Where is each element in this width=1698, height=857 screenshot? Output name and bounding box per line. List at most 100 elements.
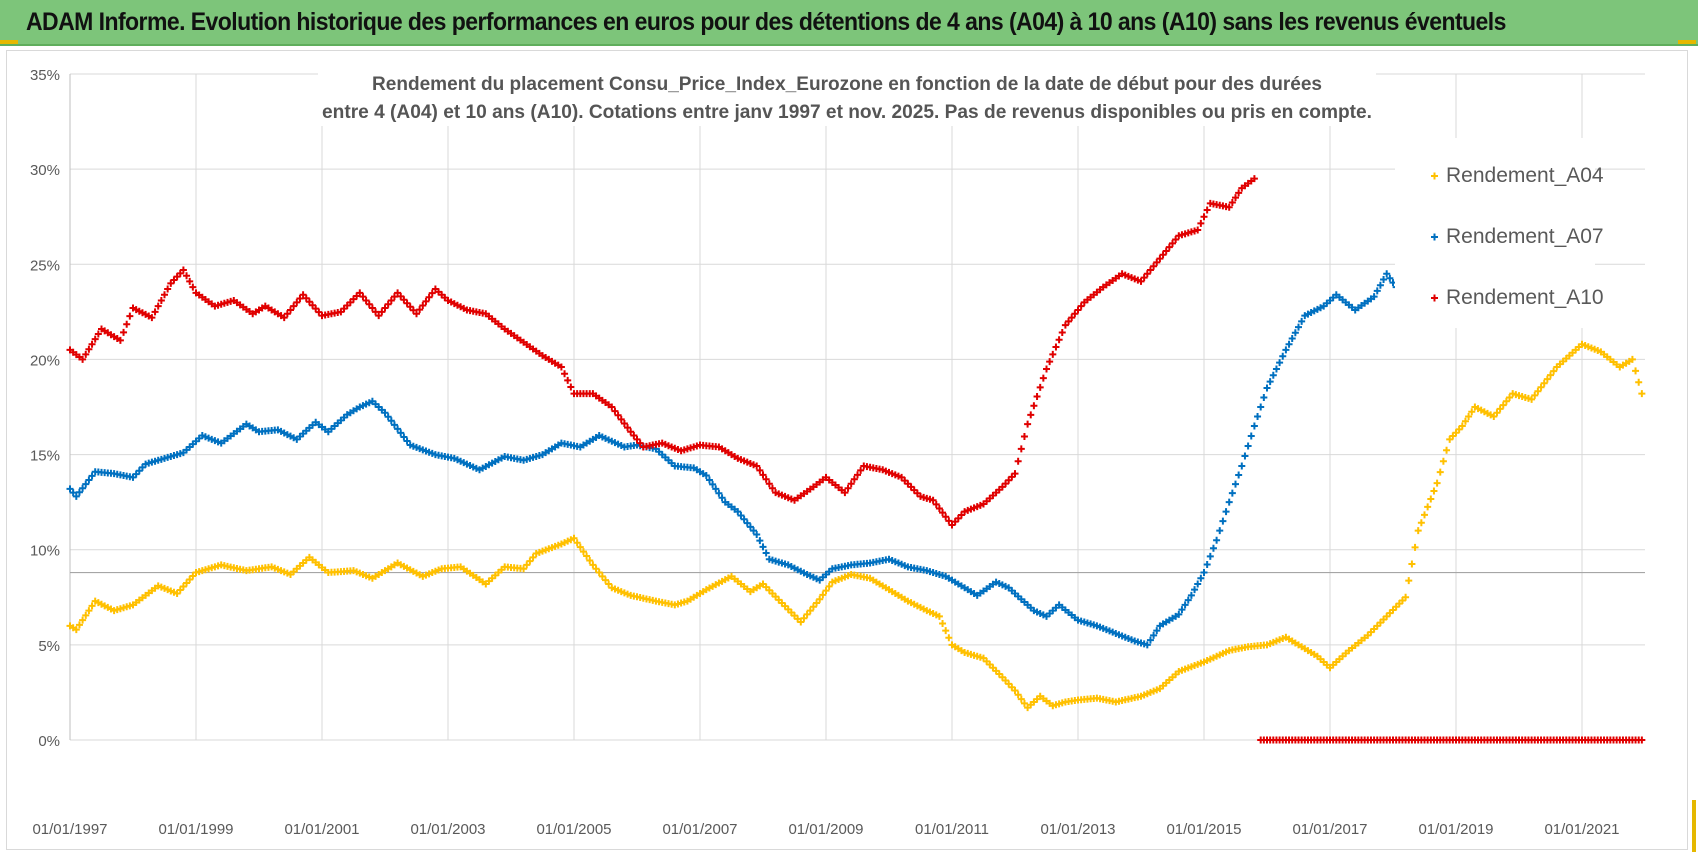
data-point (1162, 247, 1170, 255)
data-point (378, 308, 386, 316)
data-point (164, 285, 172, 293)
data-point (1206, 552, 1214, 560)
data-point (157, 296, 165, 304)
report-header: ADAM Informe. Evolution historique des p… (0, 0, 1698, 46)
data-point (1011, 687, 1019, 695)
data-point (1506, 393, 1514, 401)
data-point (589, 561, 597, 569)
data-point (740, 515, 748, 523)
data-point (850, 475, 858, 483)
data-point (1235, 189, 1243, 197)
data-point (630, 432, 638, 440)
data-point (1197, 219, 1205, 227)
data-point (762, 475, 770, 483)
data-point (75, 488, 83, 496)
data-point (611, 407, 619, 415)
data-point (1266, 378, 1274, 386)
data-point (797, 618, 805, 626)
data-point (1499, 401, 1507, 409)
data-point (1225, 203, 1233, 211)
data-point (1140, 274, 1148, 282)
data-point (1380, 276, 1388, 284)
data-point (72, 626, 80, 634)
data-point (529, 553, 537, 561)
data-point (1370, 293, 1378, 301)
data-point (526, 557, 534, 565)
data-point (1014, 691, 1022, 699)
data-point (1052, 343, 1060, 351)
data-point (416, 306, 424, 314)
data-point (1153, 627, 1161, 635)
data-point (85, 476, 93, 484)
data-point (816, 595, 824, 603)
data-point (85, 345, 93, 353)
data-point (179, 266, 187, 274)
y-tick-label: 15% (30, 448, 60, 465)
data-point (935, 504, 943, 512)
data-point (1635, 378, 1643, 386)
data-point (82, 350, 90, 358)
data-point (116, 336, 124, 344)
data-point (1150, 631, 1158, 639)
data-point (627, 428, 635, 436)
data-point (1077, 302, 1085, 310)
data-point (1235, 471, 1243, 479)
data-point (1203, 206, 1211, 214)
data-point (598, 572, 606, 580)
x-tick-label: 01/01/2003 (410, 821, 485, 838)
data-point (1068, 314, 1076, 322)
data-point (854, 471, 861, 479)
data-point (120, 328, 128, 336)
y-tick-label: 35% (30, 67, 60, 84)
x-tick-label: 01/01/2001 (284, 821, 359, 838)
data-point (579, 548, 587, 556)
data-point (79, 484, 87, 492)
data-point (88, 472, 96, 480)
data-point (1153, 258, 1161, 266)
data-point (394, 425, 402, 433)
data-point (1209, 544, 1217, 552)
x-axis-ticks: 01/01/1997 01/01/1999 01/01/2001 01/01/2003… (32, 821, 1619, 838)
data-point (1288, 334, 1296, 342)
x-tick-label: 01/01/2017 (1292, 821, 1367, 838)
data-point (1165, 243, 1173, 251)
data-point (570, 534, 578, 542)
data-point (422, 297, 430, 305)
data-point (1638, 736, 1646, 744)
data-point (1279, 352, 1287, 360)
data-point (715, 489, 723, 497)
data-point (1200, 569, 1208, 577)
grid (69, 73, 1645, 741)
legend-label: Rendement_A07 (1446, 225, 1604, 248)
x-tick-label: 01/01/1997 (32, 821, 107, 838)
data-point (384, 300, 392, 308)
data-point (1014, 457, 1022, 465)
data-point (857, 466, 865, 474)
data-point (356, 289, 364, 297)
data-point (1203, 560, 1211, 568)
data-point (1285, 340, 1293, 348)
data-point (561, 370, 569, 378)
data-point (759, 543, 767, 551)
data-point (1269, 371, 1277, 379)
data-point (183, 272, 191, 280)
data-point (709, 480, 717, 488)
legend-label: Rendement_A04 (1446, 164, 1604, 187)
x-tick-label: 01/01/2015 (1166, 821, 1241, 838)
data-point (1228, 198, 1236, 206)
data-point (1433, 479, 1441, 487)
data-point (1241, 452, 1249, 460)
x-tick-label: 01/01/2019 (1418, 821, 1493, 838)
data-point (942, 513, 950, 521)
data-point (1430, 487, 1438, 495)
data-point (1024, 420, 1032, 428)
data-point (1247, 432, 1255, 440)
data-point (1036, 383, 1044, 391)
data-point (75, 621, 83, 629)
data-point (1146, 636, 1154, 644)
data-point (1632, 367, 1640, 375)
data-point (800, 614, 808, 622)
data-point (1222, 508, 1230, 516)
data-point (765, 480, 773, 488)
data-point (1143, 641, 1151, 649)
